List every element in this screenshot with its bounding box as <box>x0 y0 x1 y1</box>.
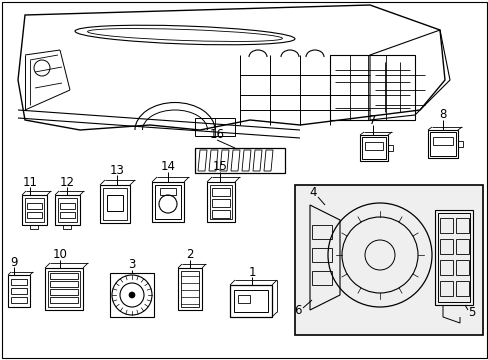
Bar <box>439 260 452 275</box>
Bar <box>206 182 235 222</box>
Bar <box>439 281 452 296</box>
Bar <box>22 195 47 225</box>
Text: 14: 14 <box>160 161 175 174</box>
Bar <box>212 210 229 218</box>
Text: 15: 15 <box>212 161 227 174</box>
Text: 7: 7 <box>368 113 376 126</box>
Bar <box>457 141 462 147</box>
Bar <box>195 118 235 136</box>
Bar <box>11 288 27 294</box>
Text: 5: 5 <box>468 306 475 319</box>
Bar <box>181 271 199 307</box>
Bar <box>63 225 71 229</box>
Text: 9: 9 <box>10 256 18 269</box>
Text: 13: 13 <box>109 163 124 176</box>
Bar <box>294 185 482 335</box>
Text: 11: 11 <box>22 175 38 189</box>
Bar <box>361 137 385 159</box>
Text: 1: 1 <box>248 266 255 279</box>
Bar <box>311 248 331 262</box>
Bar <box>25 198 44 222</box>
Bar <box>152 182 183 222</box>
Bar <box>437 213 469 302</box>
Bar <box>387 145 392 151</box>
Bar <box>455 239 468 254</box>
Bar <box>432 137 452 145</box>
Bar <box>311 225 331 239</box>
Bar <box>107 195 123 211</box>
Bar <box>100 185 130 223</box>
Bar <box>455 260 468 275</box>
Bar <box>50 273 78 279</box>
Bar <box>27 212 42 218</box>
Bar <box>155 185 181 219</box>
Bar <box>110 273 154 317</box>
Bar <box>238 295 249 303</box>
Bar <box>103 188 127 220</box>
Bar <box>11 279 27 285</box>
Bar <box>50 281 78 287</box>
Bar <box>359 135 387 161</box>
Bar <box>30 225 38 229</box>
Text: 3: 3 <box>128 258 135 271</box>
Bar <box>329 55 414 120</box>
Bar <box>455 218 468 233</box>
Bar <box>229 285 271 317</box>
Text: 2: 2 <box>186 248 193 261</box>
Bar <box>27 203 42 209</box>
Text: 12: 12 <box>60 175 74 189</box>
Bar <box>311 271 331 285</box>
Bar <box>212 188 229 196</box>
Bar <box>11 297 27 303</box>
Bar <box>209 185 231 219</box>
Bar <box>48 271 80 307</box>
Bar <box>455 281 468 296</box>
Bar <box>434 210 472 305</box>
Circle shape <box>129 292 135 298</box>
Bar <box>60 212 75 218</box>
Bar <box>364 142 382 150</box>
Bar <box>212 199 229 207</box>
Bar <box>50 297 78 303</box>
Text: 4: 4 <box>308 185 316 198</box>
Bar <box>195 148 285 173</box>
Text: 8: 8 <box>438 108 446 122</box>
Text: 6: 6 <box>294 303 301 316</box>
Bar <box>8 275 30 307</box>
Bar <box>60 203 75 209</box>
Bar <box>429 132 455 156</box>
Bar <box>178 268 202 310</box>
Bar <box>58 198 77 222</box>
Bar <box>439 239 452 254</box>
Bar <box>439 218 452 233</box>
Bar <box>55 195 80 225</box>
Bar <box>427 130 457 158</box>
Bar <box>45 268 83 310</box>
Text: 16: 16 <box>209 129 224 141</box>
Bar <box>160 188 176 195</box>
Bar <box>234 290 267 312</box>
Bar <box>50 289 78 295</box>
Text: 10: 10 <box>52 248 67 261</box>
